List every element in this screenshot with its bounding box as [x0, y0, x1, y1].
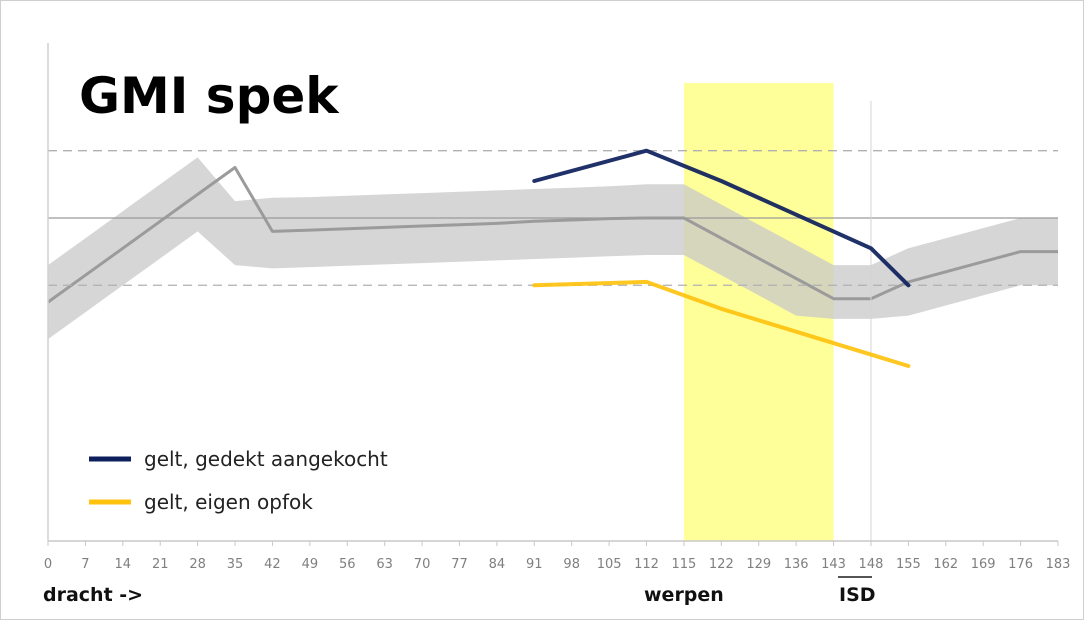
reference-mean-line: [47, 166, 1058, 304]
x-tick-label: 21: [152, 557, 169, 572]
band-layer: [47, 157, 1058, 340]
x-tick-label: 56: [339, 557, 356, 572]
x-tick-label: 148: [859, 557, 884, 572]
annotation-isd: ISD: [839, 584, 876, 606]
x-tick-label: 35: [227, 557, 244, 572]
x-tick-label: 143: [821, 557, 846, 572]
x-tick-label: 63: [376, 557, 393, 572]
x-tick-label: 162: [933, 557, 958, 572]
x-tick-label: 122: [709, 557, 734, 572]
x-tick-label: 98: [563, 557, 580, 572]
xlabel-dracht: dracht ->: [43, 584, 143, 606]
x-tick-label: 0: [44, 557, 52, 572]
x-tick-label: 77: [451, 557, 468, 572]
x-tick-label: 169: [971, 557, 996, 572]
annotation-werpen: werpen: [644, 584, 724, 606]
x-tick-label: 183: [1046, 557, 1071, 572]
x-tick-label: 84: [489, 557, 506, 572]
tick-labels-layer: 0 7 14 21 28 35 42 49 56 63 70 77 84 91 98 105 112 115 122…: [44, 557, 1071, 572]
x-tick-label: 176: [1008, 557, 1033, 572]
legend-label-eigen-opfok: gelt, eigen opfok: [144, 490, 313, 514]
x-tick-label: 14: [115, 557, 132, 572]
series-line-0: [532, 148, 911, 288]
x-tick-label: 49: [302, 557, 319, 572]
legend-label-gedekt: gelt, gedekt aangekocht: [144, 447, 388, 471]
x-tick-label: 70: [414, 557, 431, 572]
x-tick-label: 28: [189, 557, 206, 572]
chart-title: GMI spek: [79, 67, 340, 125]
x-tick-label: 7: [81, 557, 89, 572]
x-tick-label: 112: [634, 557, 659, 572]
x-tick-label: 136: [784, 557, 809, 572]
series-line-1: [532, 279, 911, 368]
reference-band: [48, 157, 1058, 340]
x-tick-label: 105: [597, 557, 622, 572]
axes-layer: [47, 43, 1059, 546]
series-layer: [532, 148, 911, 368]
x-tick-label: 91: [526, 557, 543, 572]
x-tick-label: 115: [672, 557, 697, 572]
reference-lines-layer: [48, 101, 1058, 541]
x-tick-label: 155: [896, 557, 921, 572]
x-tick-label: 129: [746, 557, 771, 572]
x-tick-label: 42: [264, 557, 281, 572]
